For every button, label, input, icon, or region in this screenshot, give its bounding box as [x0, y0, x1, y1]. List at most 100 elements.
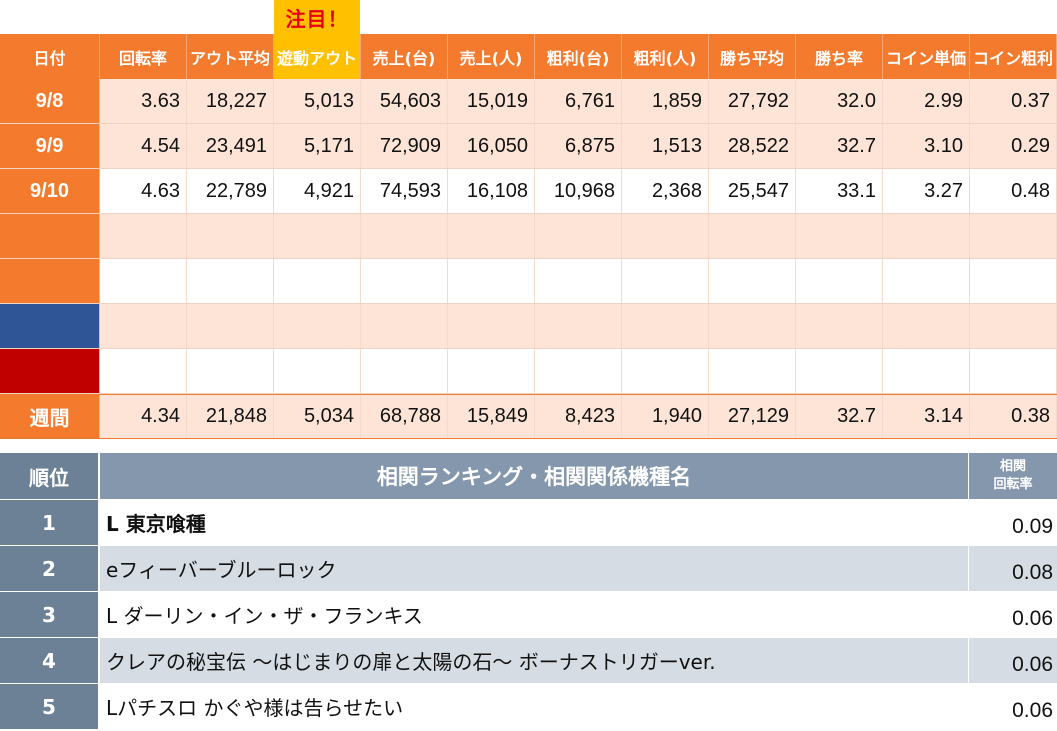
empty-row-label-sunday — [0, 349, 100, 393]
table-cell: 4.54 — [100, 124, 187, 168]
correlation-value: 0.06 — [968, 592, 1057, 637]
highlight-badge: 注目！ — [274, 0, 360, 34]
empty-cell — [970, 259, 1057, 303]
correlation-value: 0.06 — [968, 638, 1057, 683]
empty-cell — [709, 304, 796, 348]
empty-cell — [709, 259, 796, 303]
ranking-row: 1 L 東京喰種 0.09 — [0, 500, 1057, 546]
correlation-value: 0.08 — [968, 546, 1057, 591]
empty-row — [0, 259, 1057, 304]
column-header: コイン粗利 — [970, 34, 1057, 79]
table-cell: 1,859 — [622, 79, 709, 123]
table-row: 9/8 3.63 18,227 5,013 54,603 15,019 6,76… — [0, 79, 1057, 124]
table-header-row: 日付 回転率 アウト平均 遊動アウト 売上(台) 売上(人) 粗利(台) 粗利(… — [0, 34, 1057, 79]
machine-name: Lパチスロ かぐや様は告らせたい — [100, 684, 968, 729]
empty-cell — [622, 304, 709, 348]
table-cell: 32.7 — [796, 124, 883, 168]
table-cell: 0.48 — [970, 169, 1057, 213]
rank-column-header: 順位 — [0, 453, 100, 499]
empty-cell — [448, 349, 535, 393]
table-row: 9/10 4.63 22,789 4,921 74,593 16,108 10,… — [0, 169, 1057, 214]
empty-cell — [970, 214, 1057, 258]
rank-number: 2 — [0, 546, 100, 591]
empty-cell — [187, 214, 274, 258]
row-date: 9/8 — [0, 79, 100, 123]
empty-cell — [448, 214, 535, 258]
row-date: 9/10 — [0, 169, 100, 213]
empty-cell — [622, 214, 709, 258]
empty-cell — [187, 259, 274, 303]
table-cell: 27,129 — [709, 395, 796, 438]
empty-cell — [535, 259, 622, 303]
table-cell: 0.37 — [970, 79, 1057, 123]
empty-cell — [535, 214, 622, 258]
table-cell: 3.63 — [100, 79, 187, 123]
table-cell: 15,849 — [448, 395, 535, 438]
empty-row-label — [0, 259, 100, 303]
machine-name: L ダーリン・イン・ザ・フランキス — [100, 592, 968, 637]
table-cell: 4.34 — [100, 395, 187, 438]
table-cell: 16,108 — [448, 169, 535, 213]
empty-cell — [709, 214, 796, 258]
rank-number: 4 — [0, 638, 100, 683]
rank-number: 3 — [0, 592, 100, 637]
empty-cell — [535, 349, 622, 393]
column-header: 粗利(台) — [535, 34, 622, 79]
empty-cell — [100, 304, 187, 348]
ranking-row: 4 クレアの秘宝伝 ～はじまりの扉と太陽の石～ ボーナストリガーver. 0.0… — [0, 638, 1057, 684]
machine-name: eフィーバーブルーロック — [100, 546, 968, 591]
column-header-highlighted: 遊動アウト — [274, 34, 361, 79]
empty-row — [0, 214, 1057, 259]
table-cell: 6,875 — [535, 124, 622, 168]
table-cell: 28,522 — [709, 124, 796, 168]
column-header: 日付 — [0, 34, 100, 79]
empty-cell — [796, 304, 883, 348]
table-cell: 74,593 — [361, 169, 448, 213]
column-header: 回転率 — [100, 34, 187, 79]
table-cell: 54,603 — [361, 79, 448, 123]
correlation-value: 0.09 — [968, 500, 1057, 545]
correlation-ranking-table: 順位 相関ランキング・相関関係機種名 相関 回転率 1 L 東京喰種 0.09 … — [0, 453, 1057, 730]
empty-cell — [187, 349, 274, 393]
empty-cell — [622, 259, 709, 303]
table-cell: 22,789 — [187, 169, 274, 213]
empty-row-label-saturday — [0, 304, 100, 348]
ranking-title: 相関ランキング・相関関係機種名 — [100, 453, 968, 499]
table-cell: 4,921 — [274, 169, 361, 213]
table-cell: 0.29 — [970, 124, 1057, 168]
empty-cell — [622, 349, 709, 393]
rank-number: 5 — [0, 684, 100, 729]
table-cell: 18,227 — [187, 79, 274, 123]
ranking-header-row: 順位 相関ランキング・相関関係機種名 相関 回転率 — [0, 453, 1057, 500]
weekly-total-row: 週間 4.34 21,848 5,034 68,788 15,849 8,423… — [0, 394, 1057, 439]
column-header: 売上(人) — [448, 34, 535, 79]
empty-cell — [796, 259, 883, 303]
table-cell: 3.10 — [883, 124, 970, 168]
table-cell: 33.1 — [796, 169, 883, 213]
table-cell: 5,034 — [274, 395, 361, 438]
empty-cell — [361, 304, 448, 348]
table-cell: 4.63 — [100, 169, 187, 213]
table-cell: 32.0 — [796, 79, 883, 123]
column-header: 粗利(人) — [622, 34, 709, 79]
empty-cell — [361, 259, 448, 303]
daily-stats-table: 日付 回転率 アウト平均 遊動アウト 売上(台) 売上(人) 粗利(台) 粗利(… — [0, 34, 1057, 439]
empty-cell — [535, 304, 622, 348]
table-cell: 23,491 — [187, 124, 274, 168]
column-header: アウト平均 — [187, 34, 274, 79]
table-cell: 6,761 — [535, 79, 622, 123]
table-cell: 21,848 — [187, 395, 274, 438]
table-cell: 1,940 — [622, 395, 709, 438]
machine-name: クレアの秘宝伝 ～はじまりの扉と太陽の石～ ボーナストリガーver. — [100, 638, 968, 683]
empty-cell — [883, 349, 970, 393]
table-cell: 72,909 — [361, 124, 448, 168]
empty-cell — [100, 259, 187, 303]
empty-cell — [796, 349, 883, 393]
empty-cell — [100, 214, 187, 258]
table-cell: 15,019 — [448, 79, 535, 123]
table-cell: 8,423 — [535, 395, 622, 438]
table-row: 9/9 4.54 23,491 5,171 72,909 16,050 6,87… — [0, 124, 1057, 169]
table-cell: 32.7 — [796, 395, 883, 438]
empty-cell — [709, 349, 796, 393]
empty-row-label — [0, 214, 100, 258]
